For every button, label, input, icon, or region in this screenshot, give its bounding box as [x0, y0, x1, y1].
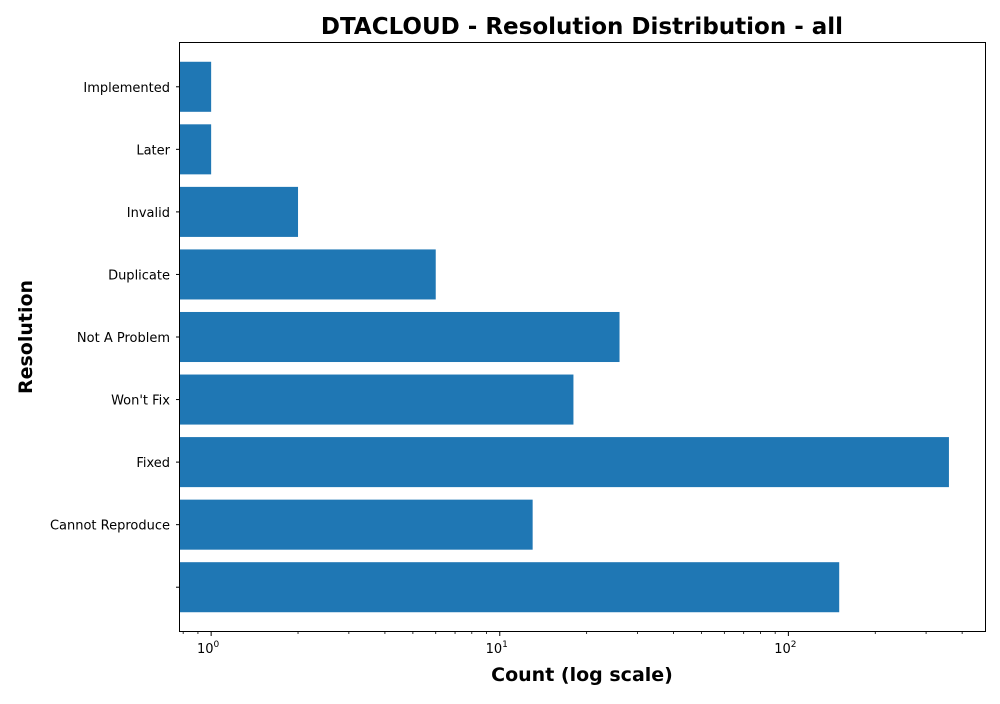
- bar: [180, 499, 533, 550]
- y-tick-label: Cannot Reproduce: [50, 519, 170, 534]
- y-axis-label: Resolution: [15, 280, 37, 394]
- bar: [180, 374, 574, 425]
- bar: [180, 562, 840, 613]
- y-tick-label: Fixed: [136, 456, 170, 471]
- y-tick-label: Implemented: [83, 81, 170, 96]
- y-tick-label: Won't Fix: [111, 394, 170, 409]
- x-tick-label: 100: [197, 640, 220, 657]
- x-tick-label: 101: [486, 640, 508, 657]
- x-tick-label: 102: [774, 640, 796, 657]
- y-tick-label: Invalid: [127, 206, 170, 221]
- bar: [180, 61, 212, 112]
- chart-title: DTACLOUD - Resolution Distribution - all: [321, 14, 843, 40]
- x-axis-label: Count (log scale): [491, 664, 673, 686]
- y-tick-label: Not A Problem: [77, 331, 170, 346]
- y-tick-label: Later: [136, 143, 170, 158]
- bar: [180, 249, 436, 300]
- bar: [180, 124, 212, 175]
- bar: [180, 186, 299, 237]
- bar: [180, 311, 620, 363]
- bar: [180, 437, 949, 488]
- y-tick-label: Duplicate: [108, 268, 170, 283]
- plot-frame: [179, 42, 986, 632]
